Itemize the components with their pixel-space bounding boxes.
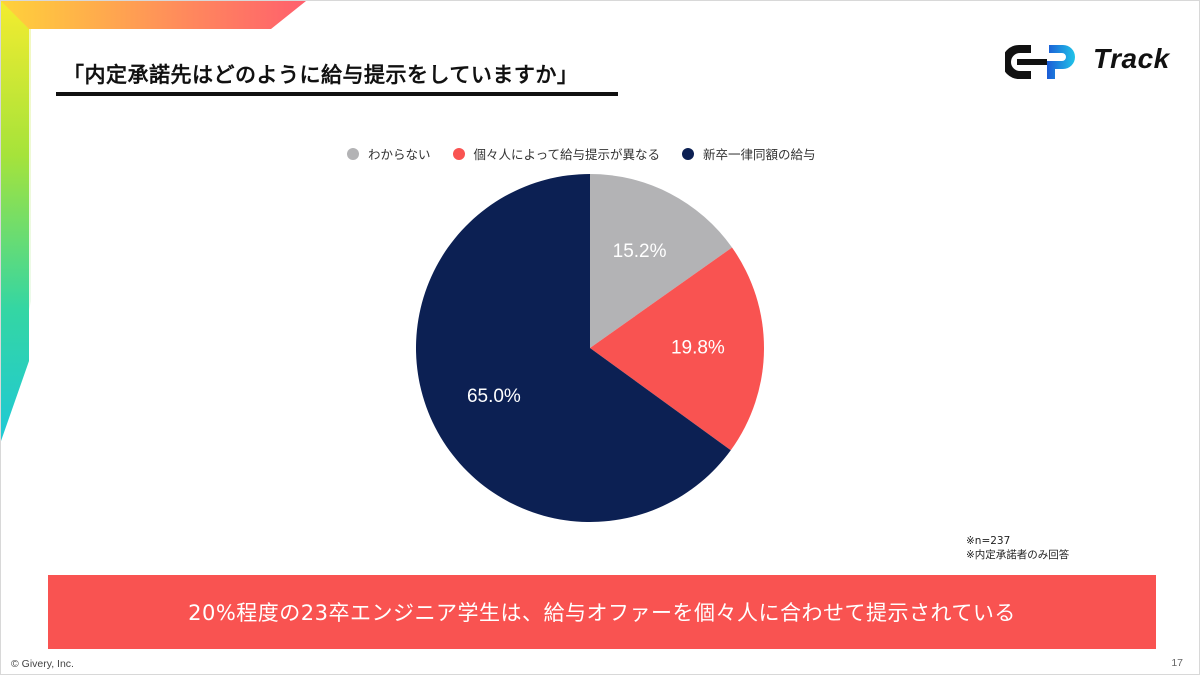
gradient-left-band [1,1,29,441]
legend-swatch [452,147,465,160]
note-line: ※n=237 [966,535,1011,547]
logo-wordmark: Track [1093,43,1170,74]
summary-banner: 20%程度の23卒エンジニア学生は、給与オファーを個々人に合わせて提示されている [48,575,1156,649]
pie-data-label: 15.2% [613,241,667,262]
pie-slice [590,174,733,348]
page-number: 17 [1171,657,1183,669]
note-line: ※内定承諾者のみ回答 [966,549,1070,561]
title-underline [56,92,618,96]
chart-legend: わからない 個々人によって給与提示が異なる 新卒一律同額の給与 [347,144,816,163]
copyright: © Givery, Inc. [11,658,74,670]
gradient-decoration [1,1,306,441]
legend-label: 新卒一律同額の給与 [703,147,816,162]
legend-label: 個々人によって給与提示が異なる [473,147,661,162]
legend-item: 新卒一律同額の給与 [682,144,816,163]
legend-swatch [347,147,359,160]
slide-title: 「内定承諾先はどのように給与提示をしていますか」 [63,63,579,87]
pie-slice [416,174,731,522]
sample-note: ※n=237 ※内定承諾者のみ回答 [966,534,1069,562]
gradient-top-band [1,1,306,29]
legend-swatch [682,147,695,160]
legend-item: 個々人によって給与提示が異なる [452,144,661,163]
pie-data-label: 65.0% [467,386,521,407]
legend-item: わからない [347,144,431,163]
legend-label: わからない [368,147,431,162]
track-logo-icon [1005,45,1075,79]
pie-data-label: 19.8% [671,338,725,359]
pie-slice [590,247,764,451]
